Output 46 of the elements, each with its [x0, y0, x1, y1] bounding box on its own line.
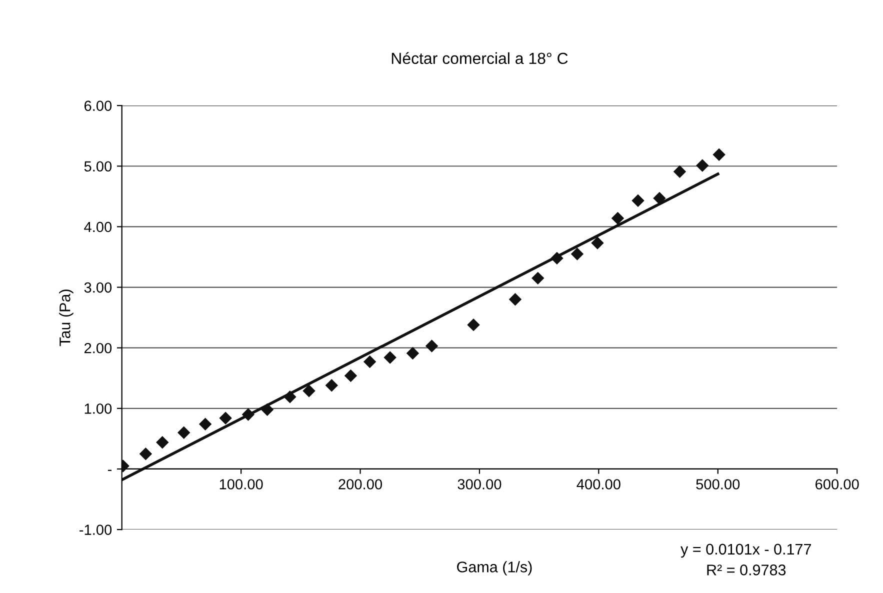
point [302, 384, 316, 398]
point [406, 346, 420, 360]
point [156, 436, 169, 449]
point [260, 403, 274, 416]
point [344, 369, 358, 382]
y-tick-label: - [108, 470, 112, 471]
point [242, 408, 255, 421]
point [139, 447, 152, 460]
point [198, 418, 212, 431]
point [611, 212, 624, 225]
point [653, 192, 666, 205]
x-tick-label: 600.00 [816, 479, 859, 490]
x-tick-label: 500.00 [696, 479, 740, 490]
point [632, 194, 644, 208]
y-axis-title: Tau (Pa) [59, 290, 74, 346]
point [712, 148, 726, 161]
point [508, 293, 522, 306]
text: y = 0.0101x - 0.177 [680, 544, 811, 558]
chart-title: Néctar comercial a 18° C [392, 52, 568, 64]
y-tick-label: 1.00 [84, 404, 112, 414]
y-tick-label: 4.00 [84, 222, 112, 232]
point [696, 159, 709, 172]
point [550, 252, 564, 265]
x-axis-title: Gama (1/s) [457, 561, 532, 576]
point [384, 351, 396, 364]
x-tick-label: 100.00 [220, 479, 263, 490]
y-tick-label: 2.00 [84, 342, 112, 354]
point [425, 340, 438, 352]
point [467, 318, 480, 332]
x-tick-label: 200.00 [338, 479, 382, 490]
y-tick-label: -1.00 [80, 524, 112, 535]
x-tick-label: 400.00 [576, 479, 620, 490]
point [284, 390, 296, 404]
point [177, 426, 190, 439]
text: R² = 0.9783 [707, 564, 786, 576]
point [363, 355, 376, 368]
x-tick-label: 300.00 [458, 479, 502, 490]
y-tick-label: 6.00 [84, 100, 112, 111]
point [673, 165, 686, 178]
y-tick-label: 3.00 [84, 282, 112, 293]
point [591, 236, 604, 250]
point [219, 412, 232, 424]
point [325, 379, 338, 392]
point [532, 272, 544, 285]
y-tick-label: 5.00 [84, 161, 112, 172]
point [570, 248, 584, 260]
